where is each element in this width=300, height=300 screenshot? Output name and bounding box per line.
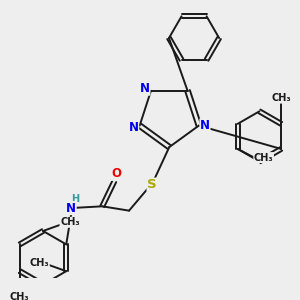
Text: CH₃: CH₃ [60, 217, 80, 227]
Text: CH₃: CH₃ [30, 257, 49, 268]
Text: CH₃: CH₃ [10, 292, 30, 300]
Text: O: O [112, 167, 122, 180]
Text: CH₃: CH₃ [254, 153, 273, 163]
Text: S: S [147, 178, 157, 191]
Text: N: N [140, 82, 150, 95]
Text: CH₃: CH₃ [271, 93, 291, 103]
Text: H: H [71, 194, 79, 203]
Text: N: N [200, 119, 210, 132]
Text: N: N [129, 121, 139, 134]
Text: N: N [66, 202, 76, 214]
